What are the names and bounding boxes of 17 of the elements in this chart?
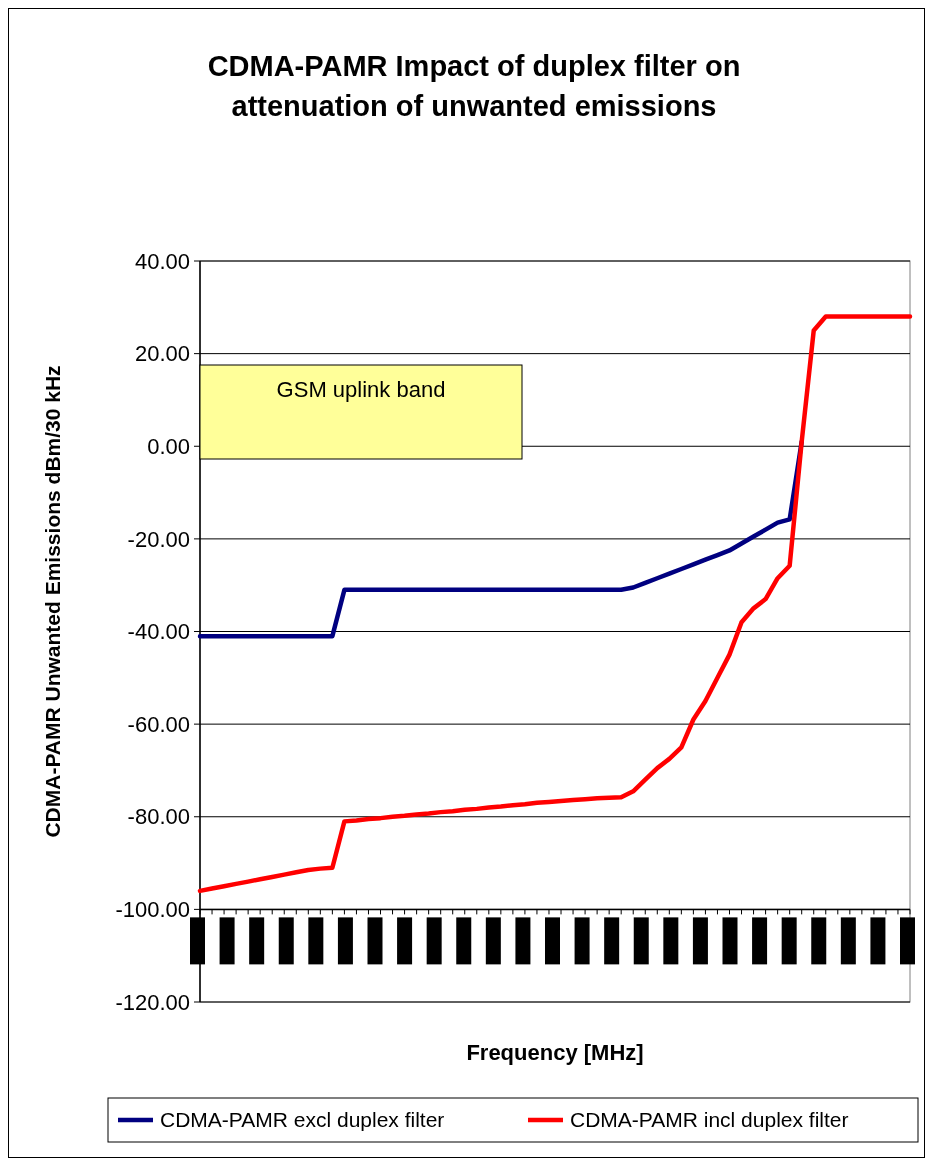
legend-label: CDMA-PAMR incl duplex filter <box>570 1108 849 1132</box>
y-tick-label: -120.00 <box>115 989 190 1015</box>
note-box: GSM uplink band <box>199 364 523 460</box>
line-series <box>197 314 913 894</box>
y-tick-label: -40.00 <box>127 619 190 645</box>
legend-label: CDMA-PAMR excl duplex filter <box>160 1108 445 1132</box>
y-tick-label: 40.00 <box>134 248 190 274</box>
x-axis-title: Frequency [MHz] <box>466 1040 644 1065</box>
y-tick-label: -80.00 <box>127 804 190 830</box>
y-tick-label: -60.00 <box>127 711 190 737</box>
y-axis-title: CDMA-PAMR Unwanted Emissions dBm/30 kHz <box>41 365 64 838</box>
y-tick-label: -100.00 <box>115 897 190 923</box>
y-tick-label: -20.00 <box>127 526 190 552</box>
chart-title: CDMA-PAMR Impact of duplex filter on attenuation of unwanted emissions <box>207 50 741 122</box>
y-tick-label: 20.00 <box>134 341 190 367</box>
y-tick-label: 0.00 <box>147 433 190 459</box>
annotation: GSM uplink band <box>276 377 446 402</box>
